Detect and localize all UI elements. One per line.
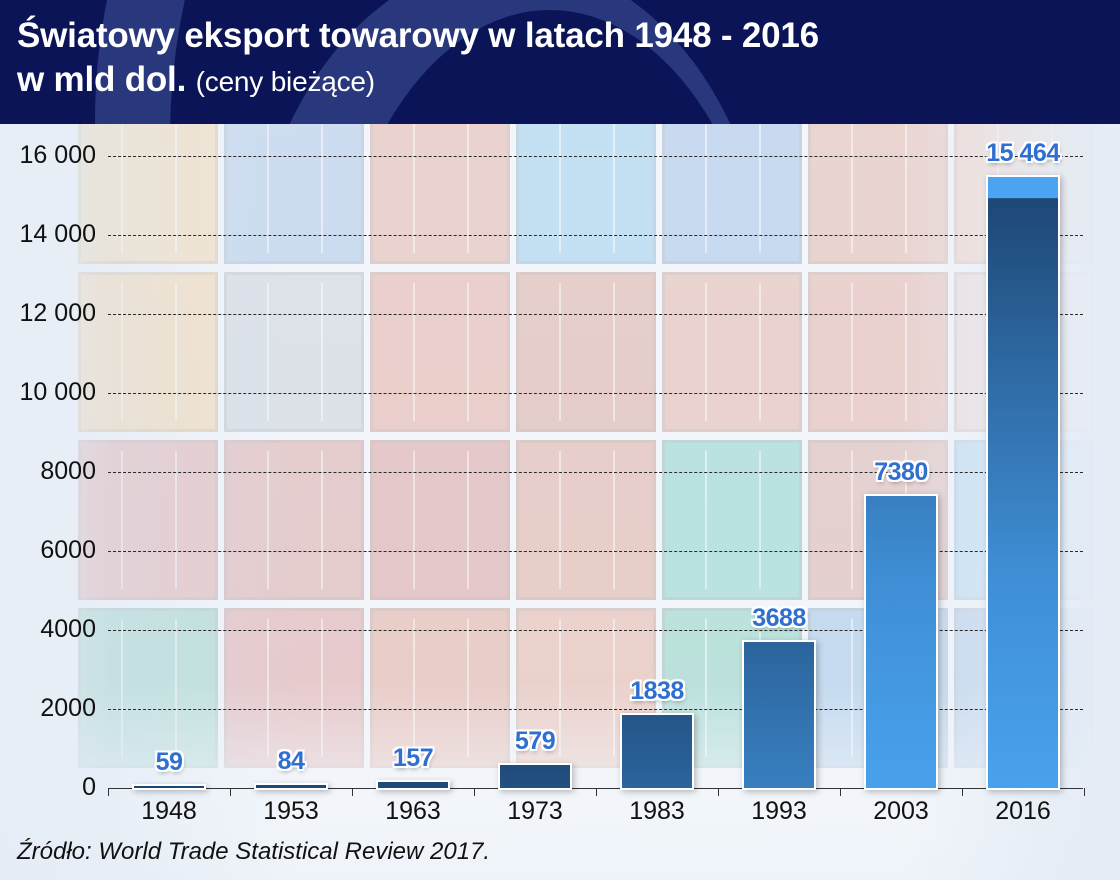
title-line-2: w mld dol. (ceny bieżące) <box>17 58 819 104</box>
y-axis-tick-label: 0 <box>82 773 96 801</box>
gridline <box>108 314 1083 315</box>
gridline <box>108 551 1083 552</box>
bar-value-label: 59 <box>155 747 183 776</box>
x-axis-tick <box>352 788 353 796</box>
y-axis-tick-label: 4000 <box>40 615 96 643</box>
title-subtitle: (ceny bieżące) <box>195 66 375 97</box>
x-axis-line <box>108 788 1083 789</box>
y-axis-tick-label: 10 000 <box>19 378 96 406</box>
gridline <box>108 472 1083 473</box>
y-axis-tick-label: 12 000 <box>19 299 96 327</box>
x-axis-tick-label: 2003 <box>873 797 929 825</box>
source-note: Źródło: World Trade Statistical Review 2… <box>17 838 491 865</box>
bar-value-label: 84 <box>277 746 305 775</box>
x-axis-tick-label: 2016 <box>995 797 1051 825</box>
bar-value-label: 3688 <box>752 604 806 633</box>
bar-1983 <box>620 713 694 790</box>
x-axis-tick <box>230 788 231 796</box>
bar-value-label: 579 <box>514 727 556 756</box>
x-axis-tick <box>962 788 963 796</box>
x-axis-tick-label: 1953 <box>263 797 319 825</box>
gridline <box>108 235 1083 236</box>
y-axis-tick-label: 8000 <box>40 457 96 485</box>
bar-value-label: 15 464 <box>986 139 1060 168</box>
bar-2003 <box>864 494 938 790</box>
bar-value-label: 1838 <box>630 677 684 706</box>
chart-title: Światowy eksport towarowy w latach 1948 … <box>17 14 819 104</box>
bar-value-label: 7380 <box>874 458 928 487</box>
x-axis-tick-label: 1993 <box>751 797 807 825</box>
x-axis-tick <box>1084 788 1085 796</box>
x-axis-tick-label: 1948 <box>141 797 197 825</box>
gridline <box>108 156 1083 157</box>
bar-1948 <box>132 783 206 790</box>
x-axis-tick <box>596 788 597 796</box>
chart-header: Światowy eksport towarowy w latach 1948 … <box>0 0 1120 124</box>
bar-1953 <box>254 782 328 790</box>
bar-value-label: 157 <box>392 743 434 772</box>
y-axis-tick-label: 2000 <box>40 694 96 722</box>
gridline <box>108 709 1083 710</box>
gridline <box>108 630 1083 631</box>
x-axis-tick <box>718 788 719 796</box>
y-axis-tick-label: 14 000 <box>19 220 96 248</box>
y-axis-tick-label: 16 000 <box>19 141 96 169</box>
bar-1993 <box>742 640 816 790</box>
x-axis-tick <box>840 788 841 796</box>
x-axis-tick-label: 1973 <box>507 797 563 825</box>
title-line-1: Światowy eksport towarowy w latach 1948 … <box>17 16 819 55</box>
bar-2016 <box>986 175 1060 790</box>
x-axis-tick-label: 1963 <box>385 797 441 825</box>
x-axis-tick <box>108 788 109 796</box>
y-axis-tick-label: 6000 <box>40 536 96 564</box>
bar-1963 <box>376 779 450 790</box>
x-axis-tick-label: 1983 <box>629 797 685 825</box>
x-axis-tick <box>474 788 475 796</box>
bar-1973 <box>498 763 572 790</box>
title-unit: w mld dol. <box>17 60 187 99</box>
gridline <box>108 393 1083 394</box>
